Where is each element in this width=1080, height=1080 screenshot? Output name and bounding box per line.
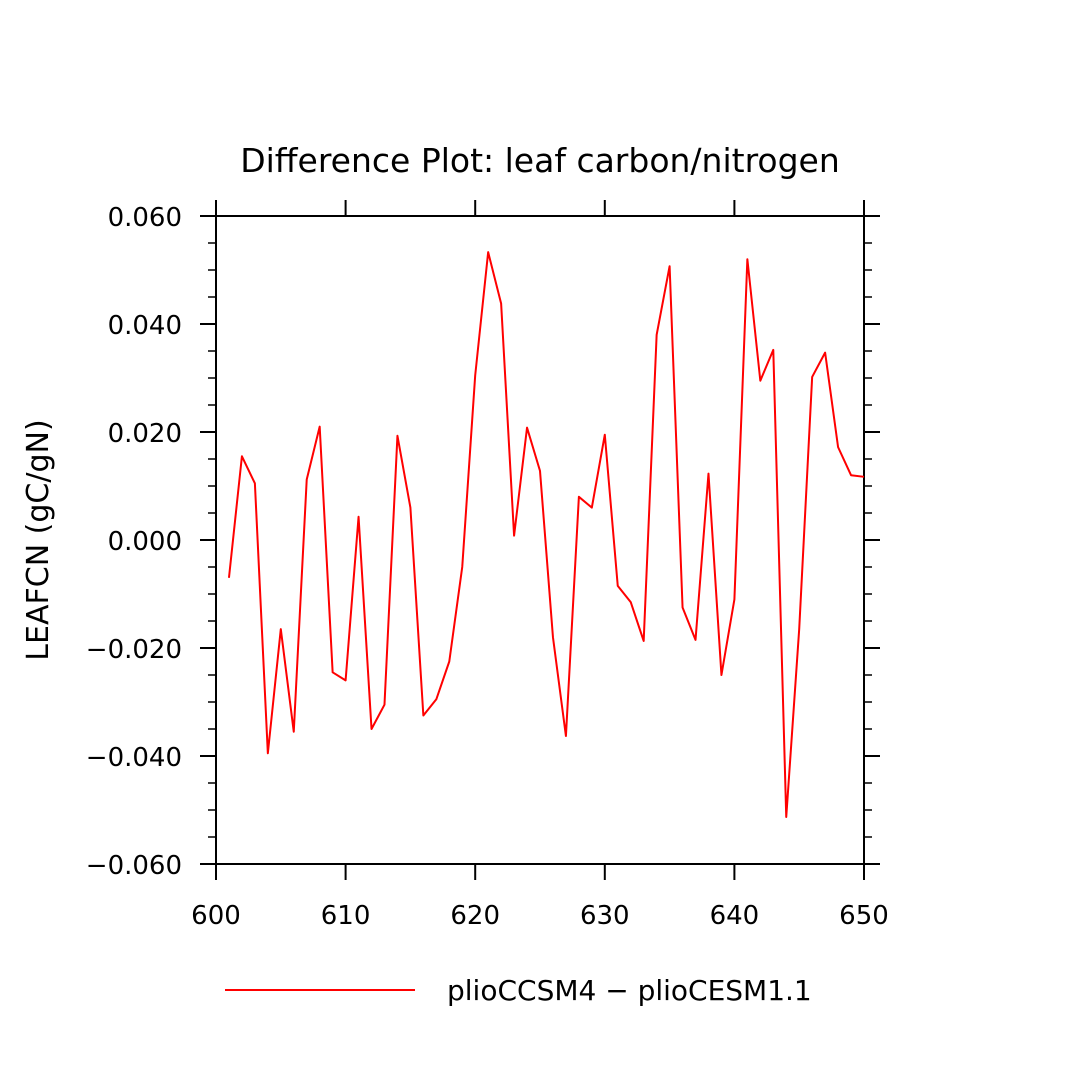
y-tick-label: −0.060 — [86, 851, 182, 881]
y-axis-label: LEAFCN (gC/gN) — [21, 419, 56, 660]
x-tick-label: 640 — [710, 901, 760, 931]
x-tick-label: 620 — [450, 901, 500, 931]
y-tick-label: 0.020 — [108, 419, 182, 449]
x-tick-label: 650 — [839, 901, 889, 931]
y-tick-label: 0.040 — [108, 311, 182, 341]
y-tick-label: 0.060 — [108, 203, 182, 233]
series-layer — [227, 251, 865, 819]
y-tick-label: −0.040 — [86, 743, 182, 773]
x-tick-label: 600 — [191, 901, 241, 931]
x-tick-label: 610 — [321, 901, 371, 931]
chart-title: Difference Plot: leaf carbon/nitrogen — [240, 141, 840, 180]
y-tick-label: 0.000 — [108, 527, 182, 557]
x-tick-label: 630 — [580, 901, 630, 931]
axes: 600 610 620 630 640 650 −0.060 −0.040 −0.020 0.00… — [86, 200, 889, 931]
plot-frame — [215, 215, 865, 865]
series-line — [227, 251, 865, 819]
legend: plioCCSM4 − plioCESM1.1 — [225, 974, 812, 1007]
y-tick-label: −0.020 — [86, 635, 182, 665]
legend-label: plioCCSM4 − plioCESM1.1 — [447, 974, 812, 1007]
